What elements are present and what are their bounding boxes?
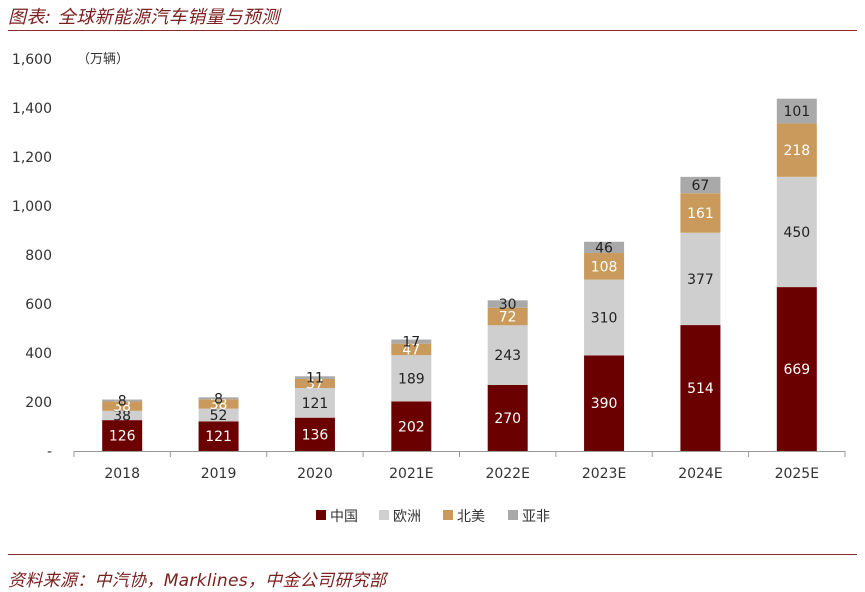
bar-segment-亚非-2025E <box>776 98 817 124</box>
data-label: 218 <box>783 143 810 159</box>
data-label: 30 <box>499 297 517 313</box>
y-tick-label: 600 <box>25 297 52 313</box>
bar-segment-北美-2020 <box>294 378 335 389</box>
x-tick-label: 2025E <box>775 466 819 482</box>
bar-segment-北美-2018 <box>102 401 143 411</box>
bar-segment-欧洲-2018 <box>102 410 143 421</box>
data-label: 72 <box>499 309 517 325</box>
y-tick-label: - <box>47 444 52 460</box>
bar-segment-亚非-2019 <box>198 397 239 400</box>
y-tick-label: 1,200 <box>12 150 52 166</box>
x-tick-label: 2024E <box>678 466 722 482</box>
data-label: 8 <box>118 394 127 410</box>
data-label: 108 <box>591 259 618 275</box>
source-note: 资料来源：中汽协，Marklines，中金公司研究部 <box>8 571 387 591</box>
x-tick-label: 2022E <box>485 466 529 482</box>
data-label: 52 <box>210 408 228 424</box>
x-tick-label: 2018 <box>104 466 140 482</box>
data-label: 126 <box>109 429 136 445</box>
y-tick-label: 1,400 <box>12 101 52 117</box>
legend-swatch-中国 <box>316 510 326 520</box>
data-label: 310 <box>591 310 618 326</box>
legend-swatch-北美 <box>443 510 453 520</box>
data-label: 161 <box>687 206 714 222</box>
bar-segment-亚非-2023E <box>584 241 625 254</box>
x-tick-label: 2019 <box>201 466 237 482</box>
bar-segment-中国-2018 <box>102 420 143 451</box>
bar-segment-亚非-2018 <box>102 399 143 402</box>
bar-segment-亚非-2022E <box>487 300 528 308</box>
bar-segment-欧洲-2025E <box>776 176 817 288</box>
bar-segment-北美-2019 <box>198 399 239 409</box>
bar-segment-中国-2021E <box>391 401 432 451</box>
bar-segment-欧洲-2021E <box>391 355 432 402</box>
data-label: 37 <box>306 377 324 393</box>
legend-label: 北美 <box>457 509 485 525</box>
bar-segment-中国-2024E <box>680 325 721 451</box>
data-label: 101 <box>783 104 810 120</box>
legend-label: 亚非 <box>522 509 550 525</box>
data-label: 8 <box>214 391 223 407</box>
y-tick-label: 400 <box>25 346 52 362</box>
legend-swatch-亚非 <box>508 510 518 520</box>
source-rule <box>8 554 857 555</box>
data-label: 47 <box>402 342 420 358</box>
x-tick-label: 2020 <box>297 466 333 482</box>
bar-segment-中国-2023E <box>584 355 625 451</box>
chart-title: 图表: 全球新能源汽车销量与预测 <box>8 7 280 28</box>
data-label: 121 <box>205 429 232 445</box>
data-label: 38 <box>113 399 131 415</box>
bar-segment-亚非-2020 <box>294 376 335 379</box>
bar-segment-欧洲-2020 <box>294 388 335 418</box>
data-label: 67 <box>692 178 710 194</box>
bar-segment-中国-2019 <box>198 421 239 451</box>
data-label: 514 <box>687 381 714 397</box>
legend-label: 欧洲 <box>393 509 421 525</box>
bar-segment-亚非-2024E <box>680 176 721 194</box>
bar-segment-中国-2020 <box>294 417 335 451</box>
data-label: 17 <box>402 335 420 351</box>
data-label: 136 <box>302 427 329 443</box>
y-tick-label: 1,600 <box>12 52 52 68</box>
bar-segment-中国-2025E <box>776 287 817 451</box>
legend-swatch-欧洲 <box>379 510 389 520</box>
data-label: 243 <box>494 348 521 364</box>
y-tick-label: 1,000 <box>12 199 52 215</box>
data-label: 202 <box>398 419 425 435</box>
bar-segment-亚非-2021E <box>391 339 432 344</box>
y-unit-label: （万辆） <box>77 52 129 67</box>
legend-label: 中国 <box>330 509 358 525</box>
data-label: 450 <box>783 225 810 241</box>
stacked-bar-chart: - 200 400 600 800 1,000 1,200 1,400 1,600 （万辆） 126… <box>12 52 846 525</box>
data-label: 270 <box>494 411 521 427</box>
y-tick-label: 200 <box>25 395 52 411</box>
x-tick-label: 2021E <box>389 466 433 482</box>
data-label: 390 <box>591 396 618 412</box>
bar-segment-北美-2025E <box>776 123 817 177</box>
bar-segment-欧洲-2023E <box>584 279 625 356</box>
bar-segment-北美-2021E <box>391 343 432 356</box>
title-rule <box>8 30 857 31</box>
bar-segment-欧洲-2019 <box>198 408 239 422</box>
data-label: 121 <box>302 396 329 412</box>
bar-segment-欧洲-2024E <box>680 232 721 326</box>
data-label: 669 <box>783 362 810 378</box>
x-tick-label: 2023E <box>582 466 626 482</box>
data-label: 189 <box>398 371 425 387</box>
y-tick-label: 800 <box>25 248 52 264</box>
bar-segment-北美-2024E <box>680 193 721 233</box>
data-label: 38 <box>210 397 228 413</box>
bar-segment-北美-2022E <box>487 307 528 326</box>
bar-segment-欧洲-2022E <box>487 325 528 385</box>
data-label: 46 <box>595 240 613 256</box>
data-label: 11 <box>306 371 324 387</box>
data-label: 377 <box>687 272 714 288</box>
bar-segment-北美-2023E <box>584 253 625 280</box>
bar-segment-中国-2022E <box>487 384 528 451</box>
data-label: 38 <box>113 408 131 424</box>
